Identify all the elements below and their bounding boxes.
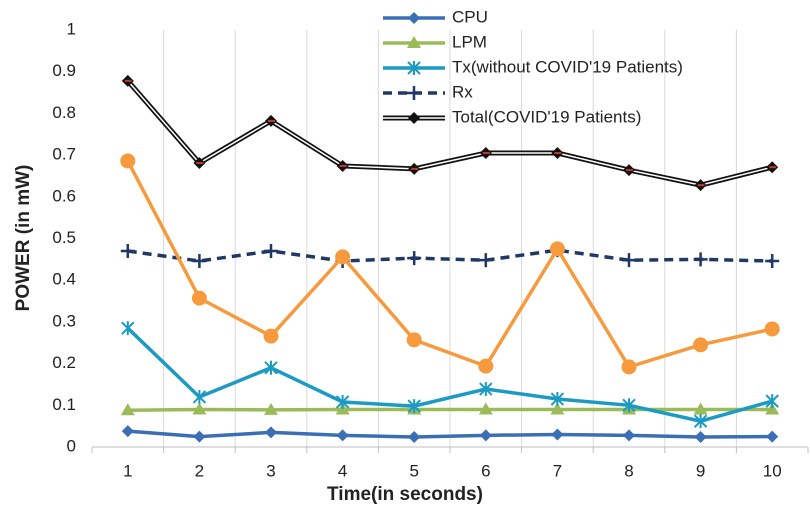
marker bbox=[622, 253, 636, 268]
y-tick-label: 0.7 bbox=[52, 145, 76, 164]
marker bbox=[407, 251, 422, 266]
marker bbox=[693, 252, 708, 267]
legend-label: LPM bbox=[452, 32, 487, 51]
marker bbox=[766, 430, 779, 443]
marker bbox=[335, 249, 351, 265]
y-tick-label: 1 bbox=[67, 19, 76, 38]
marker bbox=[478, 402, 493, 415]
x-tick-label: 9 bbox=[696, 461, 705, 480]
legend-marker bbox=[407, 86, 421, 100]
legend-label: Rx bbox=[452, 82, 473, 101]
marker bbox=[622, 398, 636, 413]
y-tick-label: 0 bbox=[67, 436, 76, 455]
marker bbox=[120, 153, 136, 169]
marker bbox=[551, 428, 564, 441]
marker bbox=[192, 389, 207, 404]
marker bbox=[693, 337, 709, 353]
marker bbox=[263, 328, 279, 344]
x-tick-label: 10 bbox=[763, 461, 782, 480]
legend-label: Tx(without COVID'19 Patients) bbox=[452, 57, 683, 76]
marker bbox=[121, 425, 134, 438]
legend-label: CPU bbox=[452, 7, 488, 26]
marker bbox=[191, 290, 207, 306]
marker bbox=[765, 254, 780, 269]
y-tick-label: 0.5 bbox=[52, 228, 76, 247]
y-tick-label: 0.2 bbox=[52, 353, 76, 372]
marker bbox=[478, 253, 493, 268]
x-axis-title: Time(in seconds) bbox=[327, 484, 483, 505]
series-line bbox=[127, 407, 773, 413]
x-tick-label: 3 bbox=[266, 461, 275, 480]
y-tick-label: 0.4 bbox=[52, 270, 76, 289]
series-line bbox=[126, 326, 773, 423]
marker bbox=[550, 402, 565, 415]
marker bbox=[120, 244, 135, 259]
marker bbox=[549, 241, 565, 257]
x-tick-label: 2 bbox=[195, 461, 204, 480]
marker bbox=[693, 414, 708, 429]
marker bbox=[765, 394, 779, 409]
y-tick-label: 0.1 bbox=[52, 395, 76, 414]
marker bbox=[120, 403, 135, 416]
marker bbox=[121, 321, 135, 336]
marker bbox=[764, 321, 780, 337]
marker bbox=[693, 402, 708, 415]
marker bbox=[192, 254, 207, 269]
marker bbox=[336, 429, 349, 442]
legend-marker bbox=[407, 36, 421, 48]
marker bbox=[264, 244, 278, 259]
legend-marker bbox=[408, 12, 420, 24]
y-tick-label: 0.3 bbox=[52, 311, 76, 330]
marker bbox=[765, 402, 780, 415]
marker bbox=[479, 429, 492, 442]
marker bbox=[192, 402, 207, 415]
x-tick-label: 6 bbox=[481, 461, 490, 480]
marker bbox=[478, 358, 494, 374]
marker bbox=[408, 430, 421, 443]
series-line bbox=[127, 429, 773, 439]
x-tick-label: 5 bbox=[409, 461, 418, 480]
y-tick-label: 0.8 bbox=[52, 103, 76, 122]
series-line bbox=[126, 160, 773, 370]
marker bbox=[694, 430, 707, 443]
y-tick-label: 0.9 bbox=[52, 61, 76, 80]
marker bbox=[264, 402, 278, 415]
marker bbox=[407, 399, 421, 414]
x-tick-label: 4 bbox=[338, 461, 347, 480]
marker bbox=[265, 426, 277, 439]
legend-marker bbox=[407, 61, 421, 75]
marker bbox=[621, 359, 637, 375]
series-line bbox=[127, 248, 773, 263]
x-tick-label: 7 bbox=[553, 461, 562, 480]
legend-marker bbox=[408, 112, 420, 124]
marker bbox=[623, 429, 635, 442]
x-tick-label: 8 bbox=[624, 461, 633, 480]
y-tick-label: 0.6 bbox=[52, 186, 76, 205]
marker bbox=[550, 392, 565, 407]
marker bbox=[264, 360, 278, 375]
y-axis-title: POWER (in mW) bbox=[13, 165, 34, 312]
marker bbox=[479, 382, 493, 397]
marker bbox=[193, 430, 206, 443]
series-line-inner bbox=[127, 80, 773, 186]
marker bbox=[335, 394, 350, 409]
x-tick-label: 1 bbox=[123, 461, 132, 480]
legend-label: Total(COVID'19 Patients) bbox=[452, 107, 641, 126]
marker bbox=[406, 332, 422, 348]
